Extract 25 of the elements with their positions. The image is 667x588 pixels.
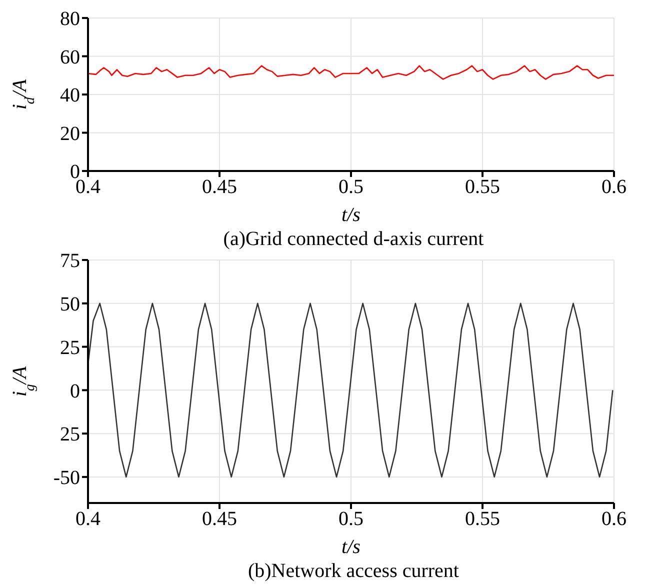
line-series [88,302,614,478]
x-axis-title: t/s [342,536,361,558]
x-tick-label: 0.55 [465,176,500,198]
y-tick-label: 75 [60,250,80,272]
x-tick-label: 0.45 [202,176,237,198]
y-tick-label: 40 [60,84,80,107]
y-tick-label: 25 [60,336,80,359]
x-tick-label: 0.5 [338,176,364,198]
x-axis-title: t/s [342,204,361,226]
x-tick-label: 0.4 [76,508,100,530]
y-tick-label: 50 [60,293,80,316]
y-tick-label: -50 [53,467,80,490]
y-tick-label: 0 [70,380,80,402]
x-tick-label: 0.55 [465,508,500,530]
text: (b)Network access current [246,560,460,582]
y-tick-label: 80 [60,8,80,30]
x-tick-label: 0.6 [602,176,626,198]
y-tick-label: 25 [60,424,80,446]
line-series [88,65,614,80]
y-tick-label: 60 [60,46,80,68]
x-tick-label: 0.45 [202,508,237,530]
text: (a)Grid connected d-axis current [222,228,485,250]
x-tick-label: 0.5 [338,508,364,530]
x-tick-label: 0.6 [602,508,626,530]
y-tick-label: 20 [60,122,80,145]
